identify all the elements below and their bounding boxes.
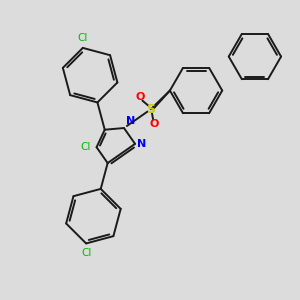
Text: Cl: Cl bbox=[81, 248, 91, 258]
Text: O: O bbox=[136, 92, 145, 102]
Text: S: S bbox=[146, 103, 155, 116]
Text: N: N bbox=[137, 139, 147, 149]
Text: Cl: Cl bbox=[81, 142, 91, 152]
Text: Cl: Cl bbox=[78, 33, 88, 43]
Text: N: N bbox=[126, 116, 135, 126]
Text: O: O bbox=[149, 118, 158, 128]
